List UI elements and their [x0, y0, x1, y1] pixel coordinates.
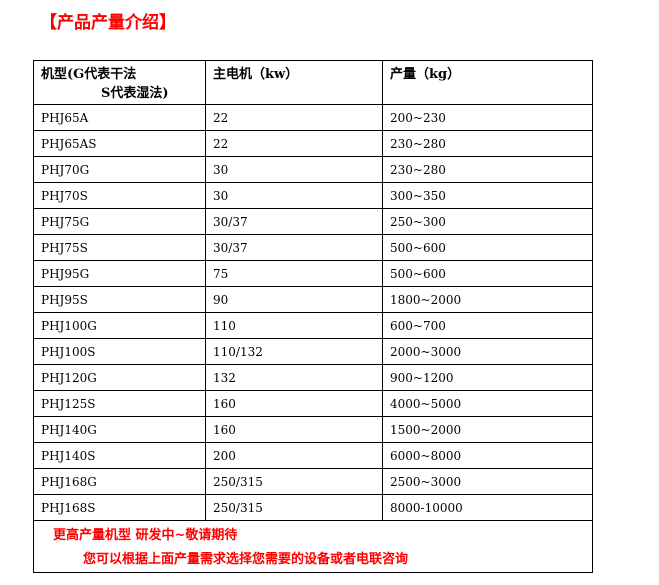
page-title: 【产品产量介绍】: [40, 13, 176, 33]
model-cell: PHJ140S: [33, 442, 206, 469]
table-row: PHJ75G 30/37 250~300: [33, 208, 593, 235]
power-cell: 22: [205, 130, 383, 157]
power-cell: 132: [205, 364, 383, 391]
table-row: PHJ168G 250/315 2500~3000: [33, 468, 593, 495]
table-row: PHJ120G 132 900~1200: [33, 364, 593, 391]
table-row: PHJ168S 250/315 8000-10000: [33, 494, 593, 521]
power-cell: 110: [205, 312, 383, 339]
model-cell: PHJ65AS: [33, 130, 206, 157]
output-cell: 2000~3000: [382, 338, 593, 365]
model-cell: PHJ140G: [33, 416, 206, 443]
model-cell: PHJ95G: [33, 260, 206, 287]
model-cell: PHJ70G: [33, 156, 206, 183]
output-cell: 500~600: [382, 234, 593, 261]
model-cell: PHJ168G: [33, 468, 206, 495]
power-cell: 160: [205, 390, 383, 417]
power-cell: 30: [205, 182, 383, 209]
output-cell: 250~300: [382, 208, 593, 235]
output-cell: 300~350: [382, 182, 593, 209]
power-cell: 250/315: [205, 494, 383, 521]
output-cell: 8000-10000: [382, 494, 593, 521]
product-table: 机型(G代表干法 S代表湿法) 主电机（kw） 产量（kg） PHJ65A 22 20…: [33, 60, 593, 573]
model-cell: PHJ65A: [33, 104, 206, 131]
output-cell: 500~600: [382, 260, 593, 287]
table-row: PHJ125S 160 4000~5000: [33, 390, 593, 417]
output-cell: 6000~8000: [382, 442, 593, 469]
table-row: PHJ100G 110 600~700: [33, 312, 593, 339]
footer-note: 更高产量机型 研发中~敬请期待您可以根据上面产量需求选择您需要的设备或者电联咨询: [33, 520, 593, 573]
header-power: 主电机（kw）: [205, 60, 383, 105]
table-row: PHJ65AS 22 230~280: [33, 130, 593, 157]
output-cell: 900~1200: [382, 364, 593, 391]
header-model-label: 机型(G代表干法: [41, 67, 137, 82]
header-output: 产量（kg）: [382, 60, 593, 105]
power-cell: 30/37: [205, 208, 383, 235]
power-cell: 250/315: [205, 468, 383, 495]
model-cell: PHJ100S: [33, 338, 206, 365]
output-cell: 1500~2000: [382, 416, 593, 443]
table-row: PHJ100S 110/132 2000~3000: [33, 338, 593, 365]
model-cell: PHJ75G: [33, 208, 206, 235]
table-row: PHJ140G 160 1500~2000: [33, 416, 593, 443]
power-cell: 30/37: [205, 234, 383, 261]
power-cell: 30: [205, 156, 383, 183]
model-cell: PHJ70S: [33, 182, 206, 209]
power-cell: 75: [205, 260, 383, 287]
model-cell: PHJ95S: [33, 286, 206, 313]
power-cell: 160: [205, 416, 383, 443]
output-cell: 2500~3000: [382, 468, 593, 495]
power-cell: 90: [205, 286, 383, 313]
power-cell: 200: [205, 442, 383, 469]
table-row: PHJ70G 30 230~280: [33, 156, 593, 183]
model-cell: PHJ120G: [33, 364, 206, 391]
header-model: 机型(G代表干法 S代表湿法): [33, 60, 206, 105]
footer-line2: 您可以根据上面产量需求选择您需要的设备或者电联咨询: [83, 552, 409, 567]
output-cell: 4000~5000: [382, 390, 593, 417]
header-model-sub: S代表湿法): [101, 86, 169, 101]
model-cell: PHJ100G: [33, 312, 206, 339]
table-row: PHJ95S 90 1800~2000: [33, 286, 593, 313]
output-cell: 200~230: [382, 104, 593, 131]
table-row: PHJ140S 200 6000~8000: [33, 442, 593, 469]
model-cell: PHJ125S: [33, 390, 206, 417]
table-row: PHJ70S 30 300~350: [33, 182, 593, 209]
footer-line1: 更高产量机型 研发中~敬请期待: [53, 528, 238, 543]
model-cell: PHJ75S: [33, 234, 206, 261]
table-row: PHJ95G 75 500~600: [33, 260, 593, 287]
table-row: PHJ65A 22 200~230: [33, 104, 593, 131]
table-header-row: 机型(G代表干法 S代表湿法) 主电机（kw） 产量（kg）: [33, 60, 593, 105]
power-cell: 110/132: [205, 338, 383, 365]
model-cell: PHJ168S: [33, 494, 206, 521]
footer-row: 更高产量机型 研发中~敬请期待您可以根据上面产量需求选择您需要的设备或者电联咨询: [33, 520, 593, 573]
output-cell: 230~280: [382, 130, 593, 157]
table-row: PHJ75S 30/37 500~600: [33, 234, 593, 261]
power-cell: 22: [205, 104, 383, 131]
output-cell: 1800~2000: [382, 286, 593, 313]
output-cell: 600~700: [382, 312, 593, 339]
output-cell: 230~280: [382, 156, 593, 183]
